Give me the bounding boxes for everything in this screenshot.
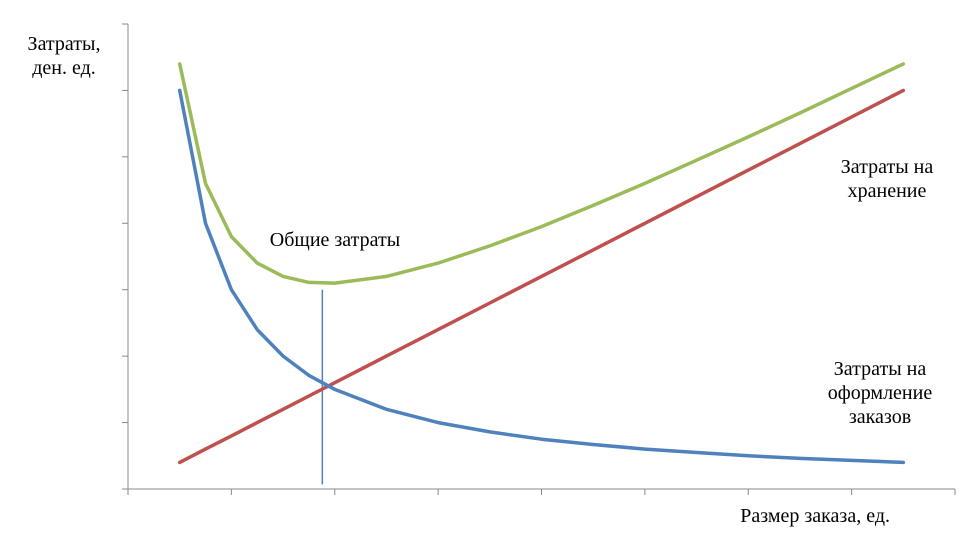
series-line <box>177 88 906 465</box>
series-label: Затраты на хранение <box>840 156 934 202</box>
x-axis-label: Размер заказа, ед. <box>740 505 890 527</box>
series-label: Затраты на оформление заказов <box>827 358 933 428</box>
y-axis-label: Затраты, ден. ед. <box>27 33 101 79</box>
series-line <box>177 88 906 465</box>
series-label: Общие затраты <box>269 229 401 251</box>
series-line <box>177 62 906 285</box>
